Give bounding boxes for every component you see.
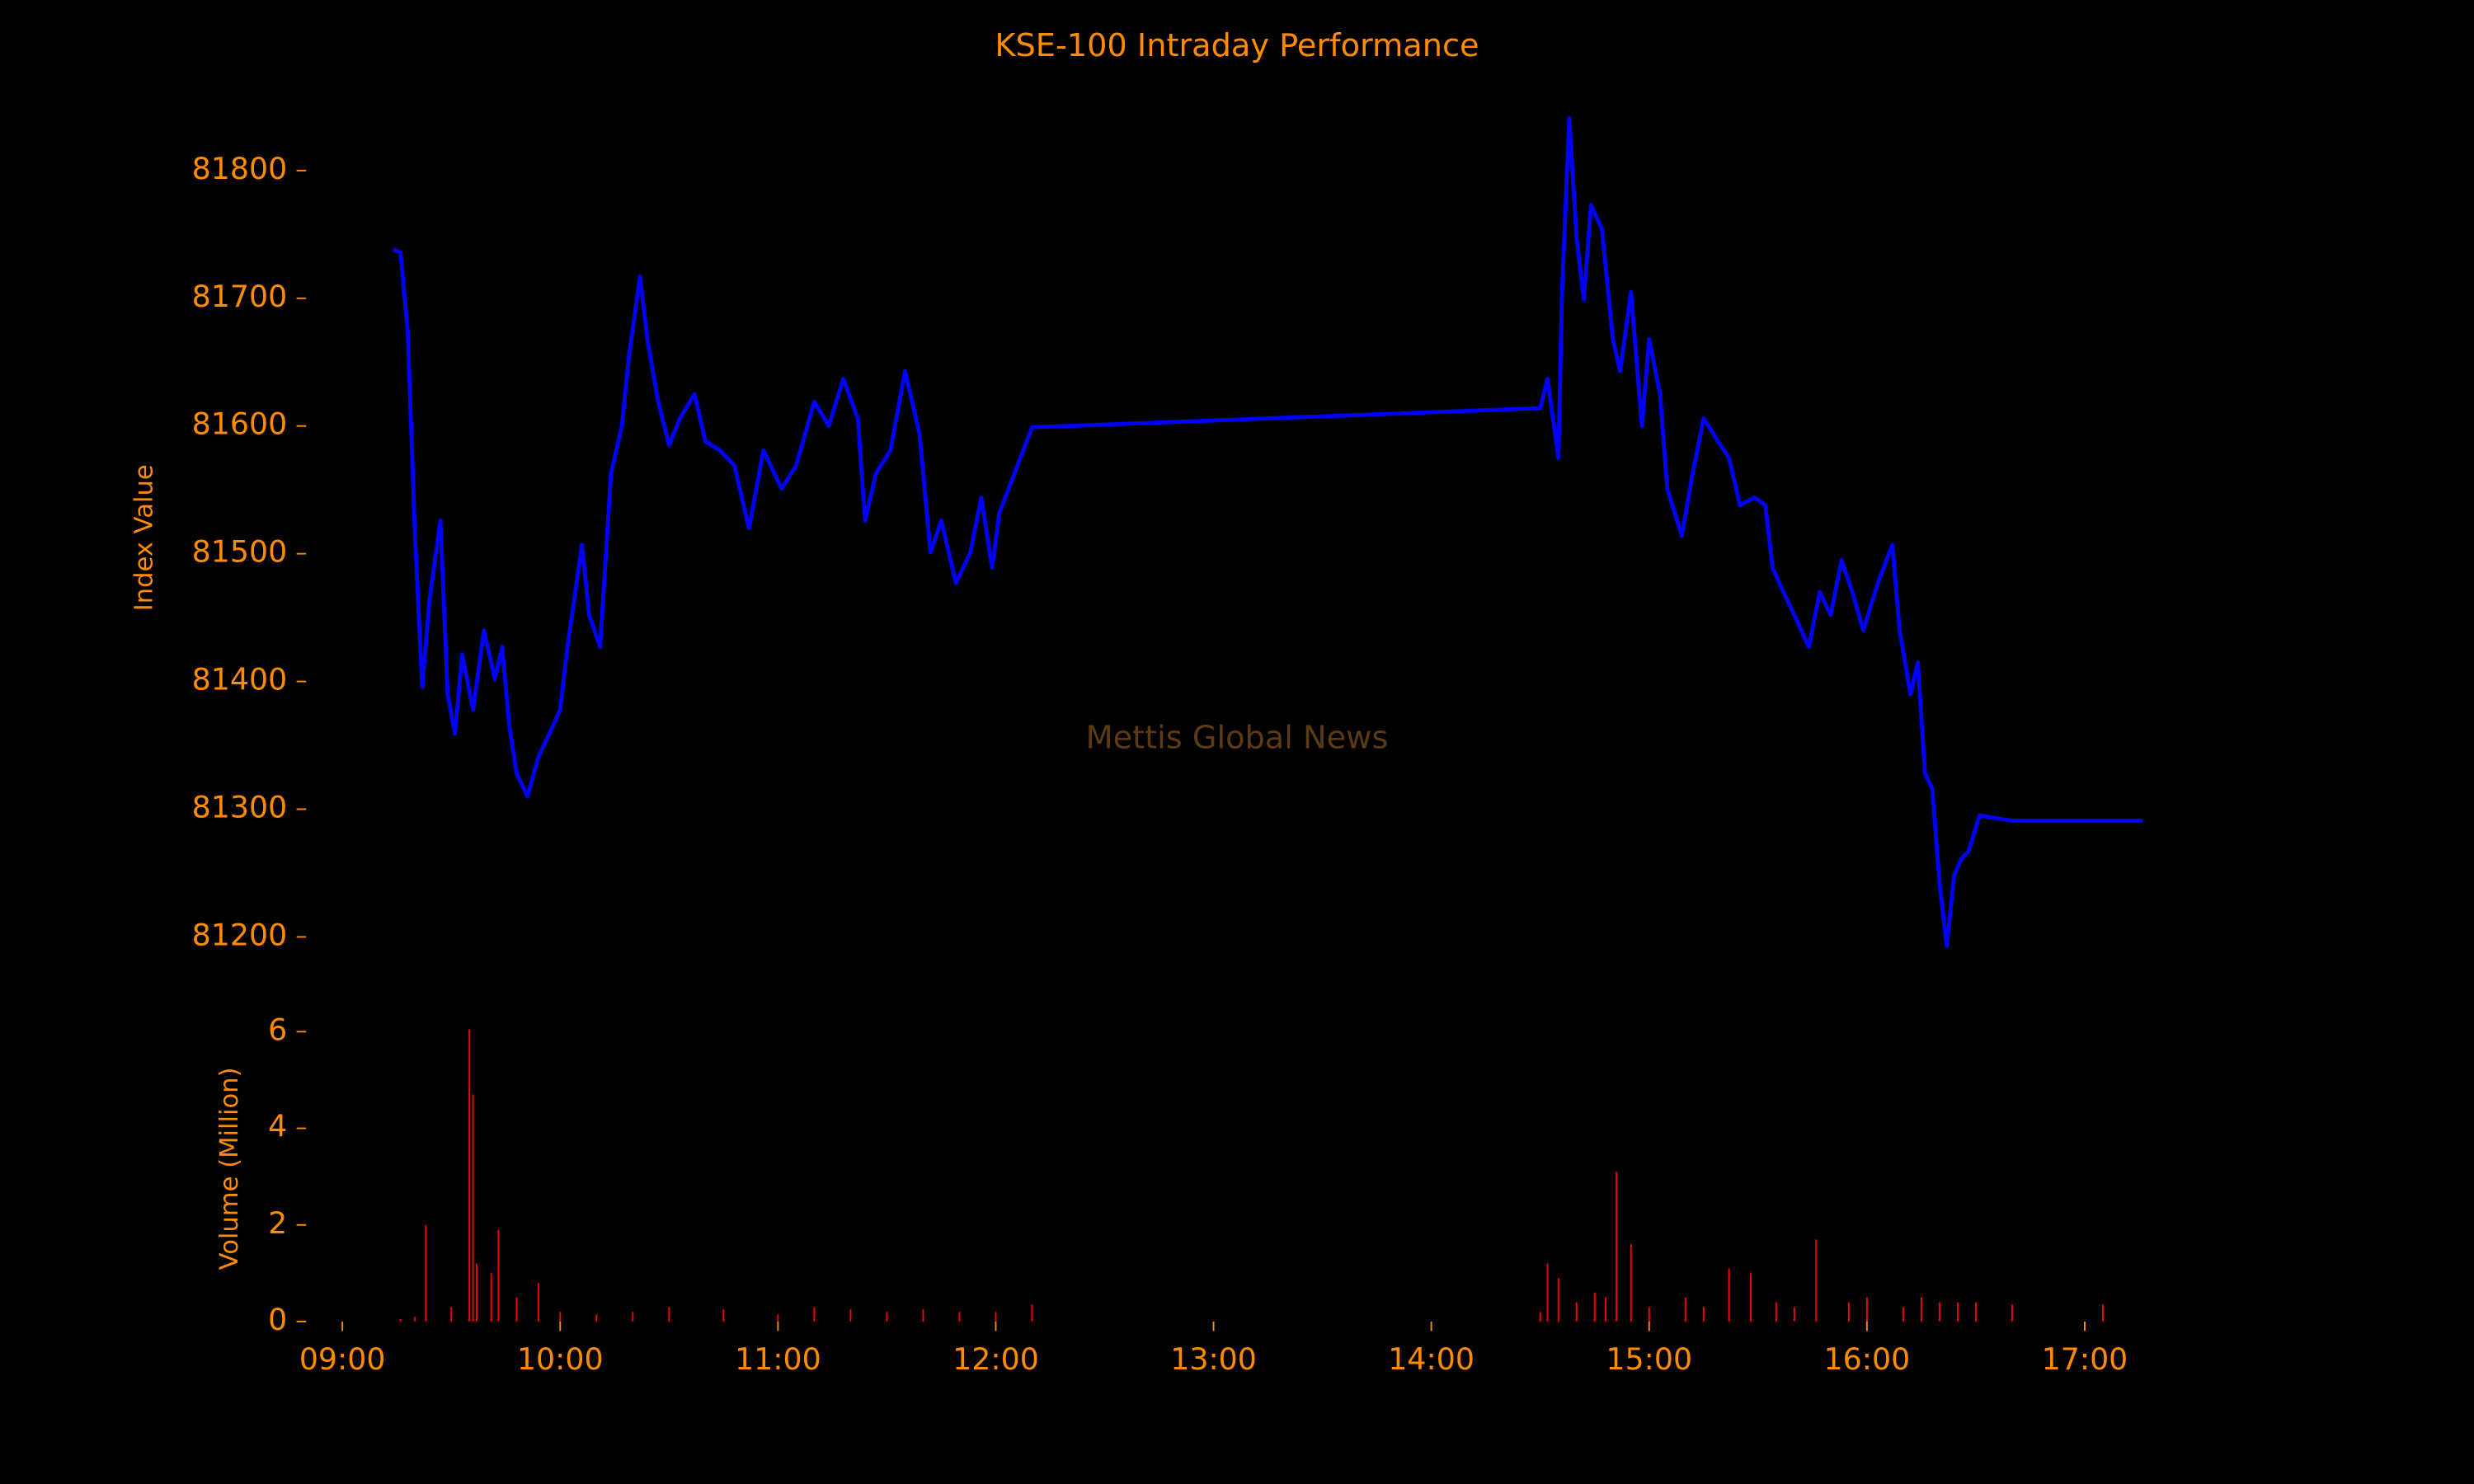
bar (1728, 1268, 1730, 1322)
bar (813, 1307, 816, 1322)
x-tick-label: 12:00 (952, 1341, 1039, 1377)
bar (922, 1309, 924, 1322)
bar (1648, 1307, 1650, 1322)
bar (1847, 1302, 1850, 1322)
x-tick-label: 13:00 (1170, 1341, 1257, 1377)
bar (414, 1317, 416, 1322)
bar (515, 1297, 518, 1322)
y-tick-label: 81300 (192, 789, 288, 824)
y-tick-label: 81800 (192, 151, 288, 186)
bar (399, 1319, 402, 1322)
y-tick-label: 81400 (192, 662, 288, 697)
bar (886, 1312, 888, 1322)
bar (1031, 1304, 1033, 1322)
bar (1793, 1307, 1795, 1322)
x-tick-label: 10:00 (517, 1341, 604, 1377)
bar (1684, 1297, 1686, 1322)
bar (1775, 1302, 1777, 1322)
bar (2102, 1304, 2104, 1322)
y-tick-label: 4 (268, 1109, 287, 1144)
bar (958, 1312, 961, 1322)
line (393, 115, 2143, 948)
bar (668, 1307, 670, 1322)
x-tick-label: 09:00 (299, 1341, 386, 1377)
bar (595, 1314, 598, 1322)
y-axis-label: Volume (Million) (215, 1067, 244, 1270)
bar (1630, 1244, 1632, 1322)
x-tick-label: 16:00 (1824, 1341, 1911, 1377)
bar (537, 1283, 539, 1322)
bar (1575, 1302, 1578, 1322)
bar (1593, 1292, 1596, 1322)
bar (1702, 1307, 1705, 1322)
bar (559, 1312, 562, 1322)
y-tick-label: 6 (268, 1012, 287, 1047)
bar (472, 1094, 474, 1322)
x-tick-label: 15:00 (1606, 1341, 1692, 1377)
bar (490, 1273, 492, 1322)
bar (450, 1307, 453, 1322)
y-axis-label: Index Value (130, 464, 159, 611)
bar (425, 1224, 427, 1322)
bar (995, 1312, 997, 1322)
bar (1539, 1312, 1541, 1322)
bar (476, 1263, 478, 1322)
bar (632, 1312, 634, 1322)
y-tick-label: 81700 (192, 279, 288, 314)
bar (1815, 1239, 1818, 1322)
bar (722, 1309, 725, 1322)
bar (1616, 1172, 1618, 1322)
watermark: Mettis Global News (1086, 720, 1389, 757)
bar (497, 1229, 500, 1322)
y-tick-label: 2 (268, 1205, 287, 1241)
y-tick-label: 81500 (192, 534, 288, 570)
bar (1750, 1273, 1752, 1322)
bar (2011, 1304, 2013, 1322)
bar (849, 1309, 852, 1322)
bar (1938, 1302, 1940, 1322)
bar (1604, 1297, 1606, 1322)
bar (1956, 1302, 1959, 1322)
x-tick-label: 14:00 (1388, 1341, 1475, 1377)
bar (1974, 1302, 1977, 1322)
y-tick-label: 81200 (192, 917, 288, 952)
bar (468, 1029, 471, 1322)
chart-title: KSE-100 Intraday Performance (995, 27, 1479, 64)
y-tick-label: 0 (268, 1302, 287, 1337)
x-tick-label: 11:00 (735, 1341, 821, 1377)
bar (777, 1314, 779, 1322)
bar (1865, 1297, 1868, 1322)
y-tick-label: 81600 (192, 406, 288, 442)
bar (1902, 1307, 1904, 1322)
bar (1546, 1263, 1549, 1322)
bar (1557, 1278, 1559, 1322)
bar (1920, 1297, 1922, 1322)
x-tick-label: 17:00 (2042, 1341, 2128, 1377)
